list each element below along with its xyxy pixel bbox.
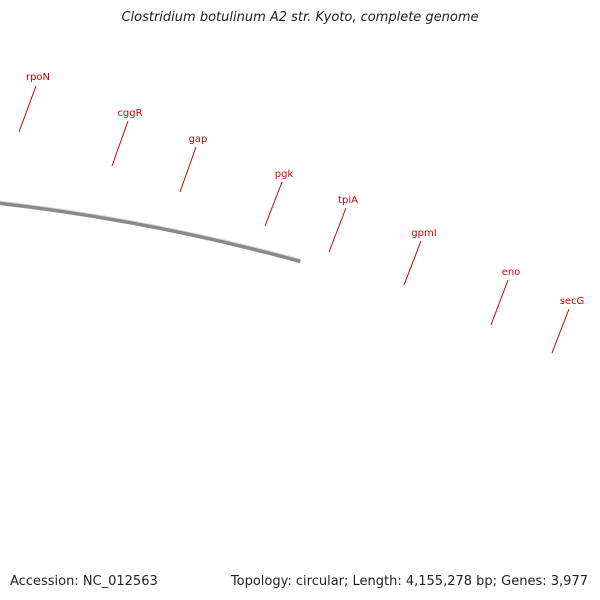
genome-backbone xyxy=(0,201,301,264)
gene-label-leader xyxy=(179,146,197,193)
gene-label-leader xyxy=(264,181,283,227)
gene-label-leader xyxy=(490,279,509,326)
gene-label-cggr: cggR xyxy=(117,108,142,119)
gene-label-leader xyxy=(328,207,347,253)
map-title: Clostridium botulinum A2 str. Kyoto, com… xyxy=(121,10,479,25)
gene-label-eno: eno xyxy=(502,267,521,278)
gene-label-secg: secG xyxy=(560,296,585,307)
gene-label-pgk: pgk xyxy=(275,169,294,180)
gene-label-leader xyxy=(551,308,570,354)
gene-label-leader xyxy=(403,240,422,286)
genome-backbone-highlight xyxy=(0,200,302,260)
gene-label-tpia: tpiA xyxy=(338,195,358,206)
gene-label-leader xyxy=(111,120,129,167)
genome-summary: Topology: circular; Length: 4,155,278 bp… xyxy=(230,574,588,589)
gene-label-gpmi: gpmI xyxy=(411,228,436,239)
gene-label-leader xyxy=(18,85,37,133)
gene-label-rpon: rpoN xyxy=(26,72,50,83)
accession-label: Accession: NC_012563 xyxy=(10,574,158,589)
gene-label-gap: gap xyxy=(189,134,208,145)
